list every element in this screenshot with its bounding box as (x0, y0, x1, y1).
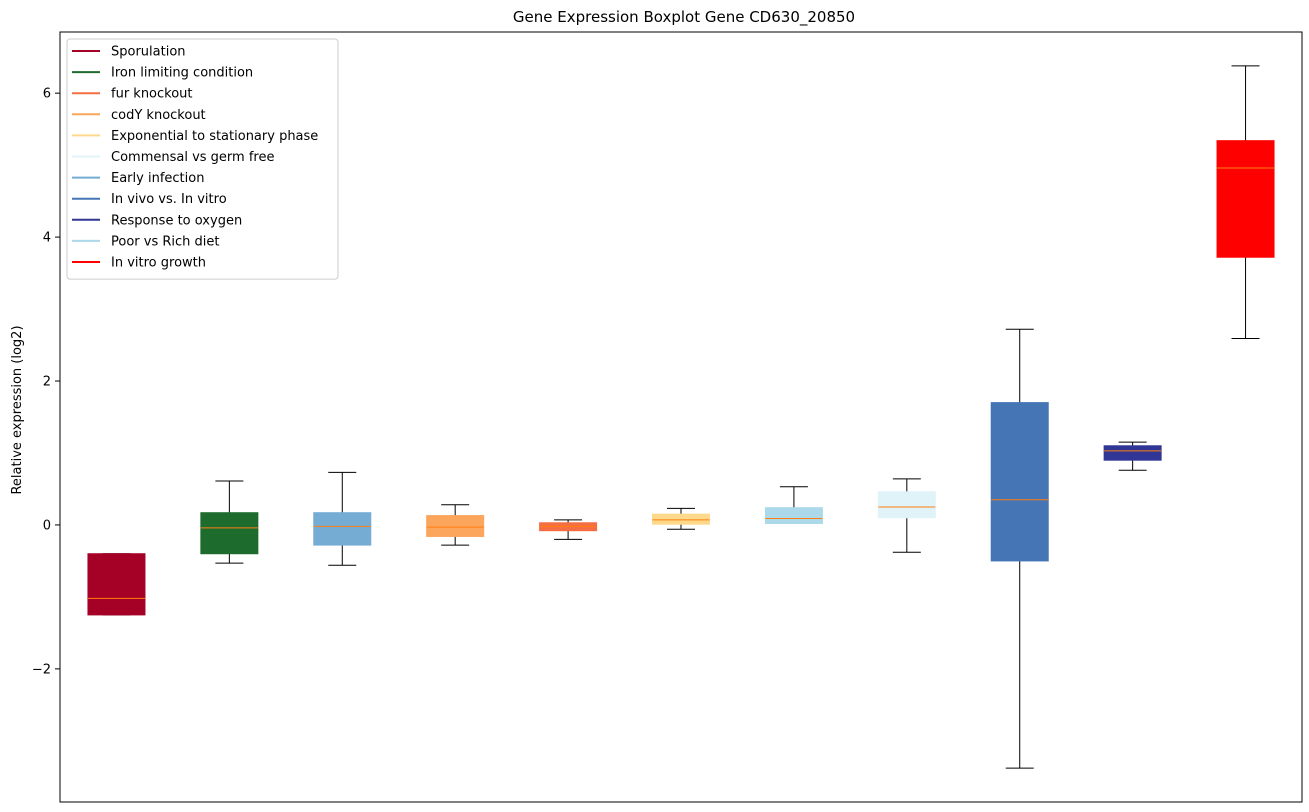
legend-label: codY knockout (111, 108, 206, 123)
legend-label: Sporulation (111, 45, 186, 60)
box-body (426, 515, 485, 537)
boxes-group (87, 65, 1275, 769)
box-body (652, 513, 710, 525)
legend-label: Iron limiting condition (111, 66, 253, 81)
plot-frame (59, 31, 1303, 803)
box-4 (426, 504, 485, 546)
y-tick-label: 0 (43, 518, 51, 533)
legend-entry: Exponential to stationary phase (72, 129, 318, 144)
box-7 (764, 486, 823, 525)
y-tick-label: −2 (32, 662, 51, 677)
box-6 (652, 507, 710, 530)
legend-label: Exponential to stationary phase (111, 129, 318, 144)
box-2 (200, 480, 259, 564)
chart-title: Gene Expression Boxplot Gene CD630_20850 (513, 8, 855, 27)
legend-label: Commensal vs germ free (111, 150, 274, 165)
box-body (877, 491, 936, 519)
box-body (200, 512, 259, 555)
legend-entry: Early infection (72, 171, 204, 186)
legend-label: fur knockout (111, 87, 193, 102)
box-9 (990, 328, 1049, 769)
y-axis-ticks: −2 0 2 4 6 (32, 87, 60, 677)
legend-label: In vivo vs. In vitro (111, 192, 227, 207)
box-body (990, 402, 1049, 562)
legend-entry: Iron limiting condition (72, 66, 253, 81)
legend-label: Early infection (111, 171, 204, 186)
legend-entry: Sporulation (72, 45, 186, 60)
box-1 (87, 553, 146, 616)
legend-entry: Response to oxygen (72, 213, 242, 228)
box-10 (1103, 441, 1162, 471)
legend: Sporulation Iron limiting condition fur kn… (66, 38, 339, 280)
box-body (1216, 140, 1275, 258)
legend-label: Poor vs Rich diet (111, 234, 219, 249)
box-8 (877, 478, 936, 553)
y-tick-label: 4 (43, 231, 51, 246)
legend-frame (66, 38, 339, 280)
legend-entry: fur knockout (72, 87, 193, 102)
legend-entry: Poor vs Rich diet (72, 234, 219, 249)
y-tick-label: 6 (43, 87, 51, 102)
y-axis-label: Relative expression (log2) (10, 325, 25, 494)
box-3 (313, 471, 372, 566)
box-body (1103, 445, 1162, 461)
legend-entry: codY knockout (72, 108, 206, 123)
box-5 (539, 519, 598, 540)
legend-entry: In vitro growth (72, 256, 206, 271)
legend-label: Response to oxygen (111, 213, 242, 228)
legend-entry: Commensal vs germ free (72, 150, 274, 165)
legend-entry: In vivo vs. In vitro (72, 192, 227, 207)
box-body (313, 512, 372, 546)
legend-label: In vitro growth (111, 256, 206, 271)
box-body (87, 553, 146, 616)
y-tick-label: 2 (43, 375, 51, 390)
box-11 (1216, 65, 1275, 340)
box-body (764, 507, 823, 525)
